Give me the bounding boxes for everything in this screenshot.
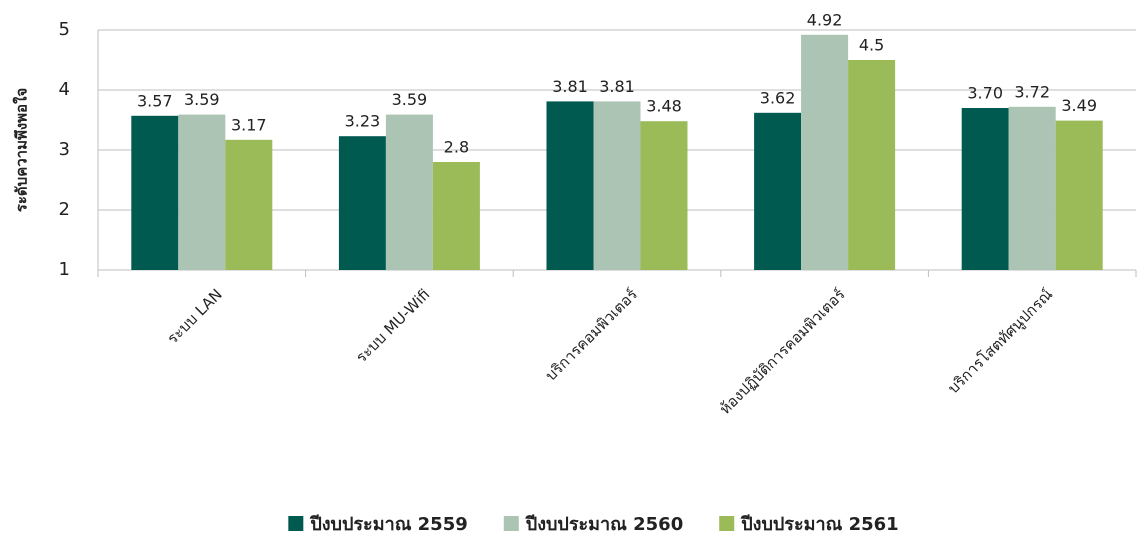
value-label: 3.70 [967,84,1003,103]
value-label: 3.23 [345,112,381,131]
legend-swatch [503,516,519,531]
value-label: 3.72 [1014,82,1050,101]
y-tick-label: 4 [59,79,70,100]
x-tick-label: ห้องปฏิบัติการคอมพิวเตอร์ [716,285,849,418]
bar [131,115,179,270]
legend-label: ปีงบประมาณ 2560 [524,514,683,535]
value-label: 3.59 [392,90,428,109]
y-tick-label: 5 [59,19,70,40]
bar [546,101,594,271]
value-label: 3.81 [599,77,635,96]
legend-swatch [288,516,304,531]
value-label: 3.57 [137,91,173,110]
x-tick-label: บริการโสตทัศนูปกรณ์ [944,285,1056,397]
y-tick-label: 2 [59,199,70,220]
value-label: 4.5 [859,36,884,55]
bar [801,34,849,270]
x-tick-label: ระบบ MU-Wifi [352,285,433,366]
value-label: 4.92 [807,10,843,29]
y-axis-label: ระดับความพึงพอใจ [13,88,31,212]
bar [593,101,641,271]
x-tick-label: ระบบ LAN [164,285,226,347]
value-label: 3.17 [231,115,267,134]
bar [178,114,226,270]
bar [754,112,802,270]
bar [961,108,1009,270]
bar [640,121,688,270]
bar [1008,106,1056,270]
bar [848,60,896,270]
bar [432,162,480,270]
y-tick-label: 3 [59,139,70,160]
legend-label: ปีงบประมาณ 2559 [309,514,468,535]
value-label: 3.48 [646,97,682,116]
value-label: 2.8 [444,138,469,157]
legend-swatch [719,516,735,531]
value-label: 3.62 [760,88,796,107]
value-label: 3.81 [552,77,588,96]
bar [225,139,273,270]
bar [1055,120,1103,270]
value-label: 3.59 [184,90,220,109]
legend-label: ปีงบประมาณ 2561 [740,514,899,535]
bar [338,136,386,270]
y-tick-label: 1 [59,259,70,280]
value-label: 3.49 [1061,96,1097,115]
legend: ปีงบประมาณ 2559 ปีงบประมาณ 2560 ปีงบประมาณ… [288,514,899,535]
x-tick-label: บริการคอมพิวเตอร์ [542,285,641,384]
bar [385,114,433,270]
